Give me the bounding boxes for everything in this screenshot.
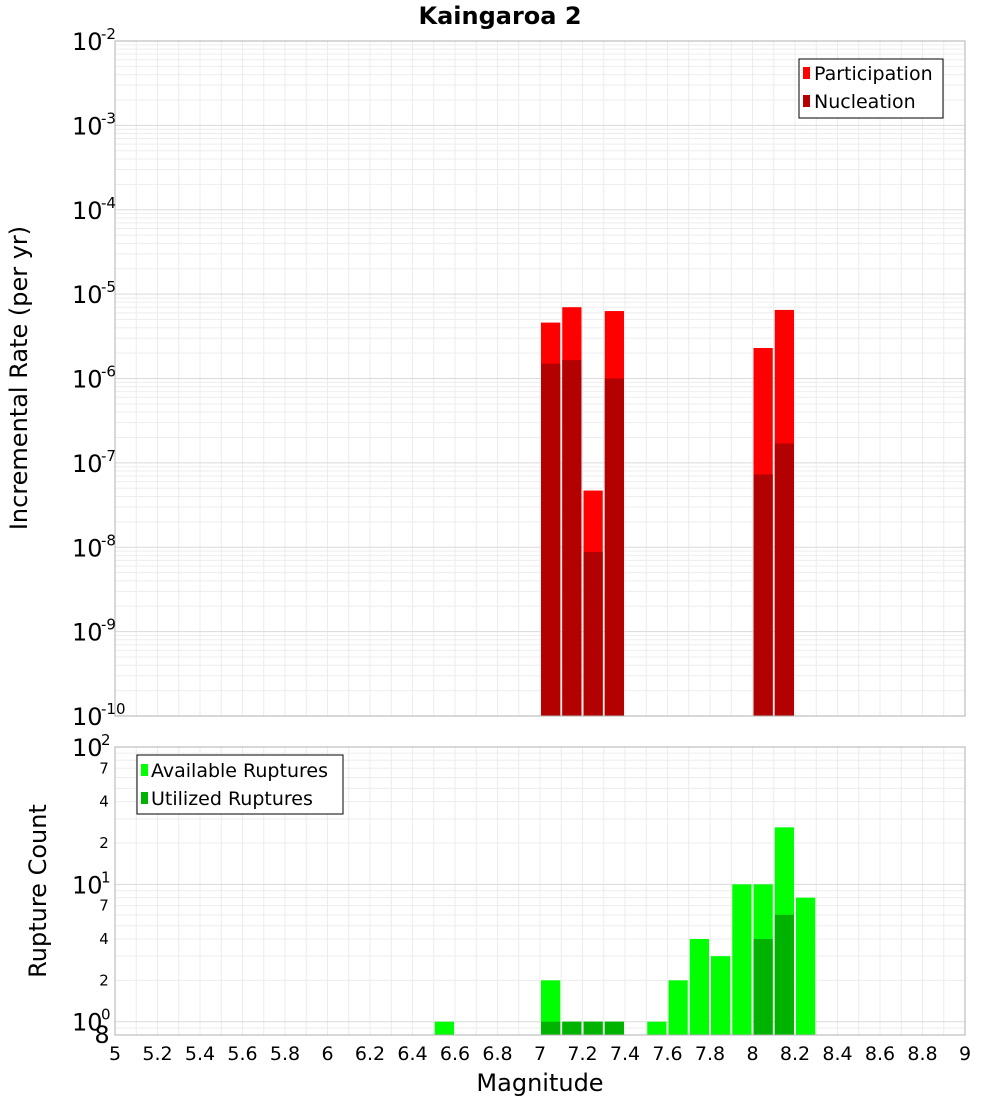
x-tick-label: 7.6 — [652, 1043, 682, 1065]
count-legend-box — [136, 754, 344, 815]
x-tick-label: 8.2 — [780, 1043, 810, 1065]
x-tick-label: 8 — [746, 1043, 758, 1065]
x-axis-label: Magnitude — [476, 1069, 603, 1097]
x-tick-label: 5.2 — [142, 1043, 172, 1065]
x-ticks: 5 5.2 5.4 5.6 5.8 6 6.2 6.4 6.6 6.8 7 7.2 7.4 7.6 7.8 8… — [109, 1043, 971, 1065]
chart-title: Kaingaroa 2 — [418, 2, 581, 30]
legend-swatch-available — [141, 764, 148, 776]
rate-y-tick-label: 10 — [72, 619, 103, 647]
x-tick-label: 5.4 — [185, 1043, 215, 1065]
x-tick-label: 8.8 — [907, 1043, 937, 1065]
count-y-minor-label: 4 — [99, 930, 109, 948]
available-ruptures-bar — [541, 980, 561, 1035]
available-ruptures-bar — [668, 980, 688, 1035]
rate-y-tick-label: 10 — [72, 450, 103, 478]
nucleation-bar — [753, 474, 773, 716]
rate-y-tick-exponent: -10 — [101, 700, 126, 718]
available-ruptures-bar — [732, 884, 752, 1035]
count-y-minor-label: 8 — [94, 1021, 109, 1049]
nucleation-bar — [562, 360, 582, 716]
rate-y-tick-label: 10 — [72, 534, 103, 562]
rate-y-tick-label: 10 — [72, 281, 103, 309]
count-y-minor-label: 2 — [99, 971, 109, 989]
count-y-axis-label: Rupture Count — [24, 804, 52, 978]
count-bars — [434, 827, 816, 1035]
x-tick-label: 7 — [534, 1043, 546, 1065]
rate-y-tick-label: 10 — [72, 28, 103, 56]
rate-legend: Participation Nucleation — [798, 58, 944, 119]
utilized-ruptures-bar — [604, 1021, 624, 1035]
x-tick-label: 8.4 — [822, 1043, 852, 1065]
rate-y-tick-label: 10 — [72, 703, 103, 731]
nucleation-bar — [604, 378, 624, 716]
available-ruptures-bar — [796, 897, 816, 1035]
utilized-ruptures-bar — [541, 1021, 561, 1035]
rate-y-axis-label: Incremental Rate (per yr) — [5, 226, 33, 530]
available-ruptures-bar — [711, 956, 731, 1035]
legend-swatch-participation — [803, 67, 810, 79]
x-tick-label: 6.6 — [440, 1043, 470, 1065]
utilized-ruptures-bar — [562, 1021, 582, 1035]
x-tick-label: 7.2 — [567, 1043, 597, 1065]
count-y-tick-exponent: 0 — [101, 1006, 111, 1024]
x-tick-label: 7.4 — [610, 1043, 640, 1065]
utilized-ruptures-bar — [774, 914, 794, 1035]
utilized-ruptures-bar — [583, 1021, 603, 1035]
rate-legend-box — [798, 58, 944, 119]
available-ruptures-bar — [647, 1021, 667, 1035]
x-tick-label: 7.8 — [695, 1043, 725, 1065]
rate-y-tick-label: 10 — [72, 197, 103, 225]
x-tick-label: 6 — [321, 1043, 333, 1065]
rate-y-tick-exponent: -7 — [101, 447, 116, 465]
count-y-tick-exponent: 1 — [101, 868, 111, 886]
count-y-tick-exponent: 2 — [101, 731, 111, 749]
nucleation-bar — [541, 363, 561, 716]
rate-y-tick-label: 10 — [72, 366, 103, 394]
rate-y-tick-exponent: -9 — [101, 616, 116, 634]
rate-y-tick-exponent: -8 — [101, 531, 116, 549]
x-tick-label: 9 — [959, 1043, 971, 1065]
legend-label-participation: Participation — [814, 63, 933, 85]
legend-label-available: Available Ruptures — [151, 760, 328, 782]
count-y-minor-label: 7 — [99, 759, 109, 777]
count-y-tick-label: 10 — [72, 734, 103, 762]
x-tick-label: 6.4 — [397, 1043, 427, 1065]
nucleation-bar — [774, 443, 794, 716]
rate-y-tick-exponent: -4 — [101, 194, 116, 212]
count-y-minor-label: 2 — [99, 834, 109, 852]
x-tick-label: 6.8 — [482, 1043, 512, 1065]
rate-y-tick-exponent: -2 — [101, 25, 116, 43]
legend-label-nucleation: Nucleation — [814, 91, 916, 113]
rate-y-tick-label: 10 — [72, 112, 103, 140]
utilized-ruptures-bar — [753, 939, 773, 1035]
legend-swatch-utilized — [141, 792, 148, 804]
count-legend: Available Ruptures Utilized Ruptures — [136, 754, 344, 815]
count-plot-border — [114, 746, 966, 1036]
x-tick-label: 8.6 — [865, 1043, 895, 1065]
count-y-tick-label: 10 — [72, 871, 103, 899]
available-ruptures-bar — [434, 1021, 454, 1035]
available-ruptures-bar — [689, 939, 709, 1035]
rate-y-tick-exponent: -5 — [101, 278, 116, 296]
rate-grid — [114, 41, 966, 717]
rate-bars — [541, 307, 794, 716]
x-tick-label: 5.8 — [270, 1043, 300, 1065]
legend-swatch-nucleation — [803, 95, 810, 107]
nucleation-bar — [583, 551, 603, 716]
rate-y-tick-exponent: -3 — [101, 109, 116, 127]
x-tick-label: 6.2 — [355, 1043, 385, 1065]
legend-label-utilized: Utilized Ruptures — [151, 788, 313, 810]
count-y-tick-label: 10 — [72, 1009, 103, 1037]
count-y-minor-label: 4 — [99, 793, 109, 811]
rate-plot-border — [114, 40, 966, 717]
x-tick-label: 5.6 — [227, 1043, 257, 1065]
rate-y-tick-exponent: -6 — [101, 363, 116, 381]
x-tick-label: 5 — [109, 1043, 121, 1065]
count-y-minor-label: 7 — [99, 897, 109, 915]
